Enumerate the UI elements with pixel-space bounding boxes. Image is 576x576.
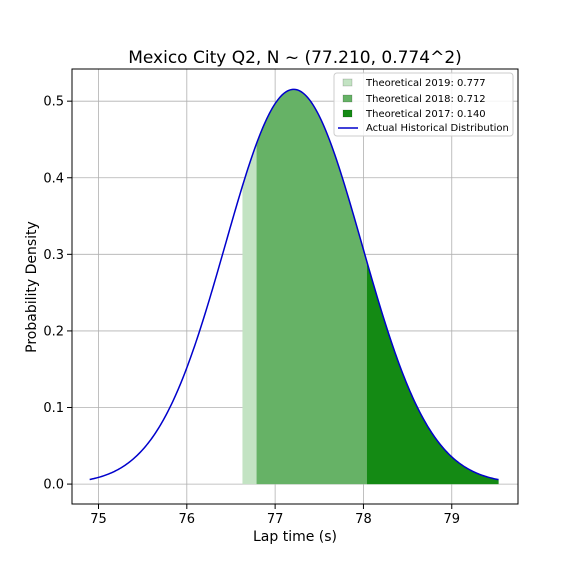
y-tick-label: 0.4 [43,171,64,186]
y-tick-label: 0.2 [43,324,64,339]
y-tick-label: 0.5 [43,95,64,110]
legend-label-2019: Theoretical 2019: 0.777 [365,78,486,89]
x-tick-label: 76 [179,512,196,527]
y-axis-label: Probability Density [24,221,40,353]
y-tick-label: 0.0 [43,478,64,493]
x-tick-label: 77 [267,512,284,527]
y-tick-label: 0.3 [43,248,64,263]
plot-area-frame [71,68,519,505]
distribution-curve-layer [89,88,499,481]
legend-label-actual: Actual Historical Distribution [366,123,509,134]
x-tick-label: 78 [355,512,372,527]
legend-box [333,72,514,137]
shaded-area-2018 [256,89,499,485]
legend-swatch-2018 [342,94,353,103]
y-ticks: 0.0 0.1 0.2 0.3 0.4 0.5 [43,95,72,493]
legend-label-2017: Theoretical 2017: 0.140 [365,109,486,120]
y-tick-label: 0.1 [43,401,64,416]
shaded-area-2017 [366,261,499,485]
chart-title: Mexico City Q2, N ~ (77.210, 0.774^2) [128,48,462,68]
distribution-curve [89,88,499,481]
x-tick-label: 79 [443,512,460,527]
x-tick-label: 75 [90,512,107,527]
shaded-areas [242,89,499,485]
legend: Theoretical 2019: 0.777 Theoretical 2018… [333,72,514,137]
legend-swatch-2019 [342,78,353,87]
x-axis-label: Lap time (s) [253,529,337,545]
x-ticks: 75 76 77 78 79 [90,504,460,527]
legend-label-2018: Theoretical 2018: 0.712 [365,94,486,105]
legend-swatch-2017 [342,109,353,118]
